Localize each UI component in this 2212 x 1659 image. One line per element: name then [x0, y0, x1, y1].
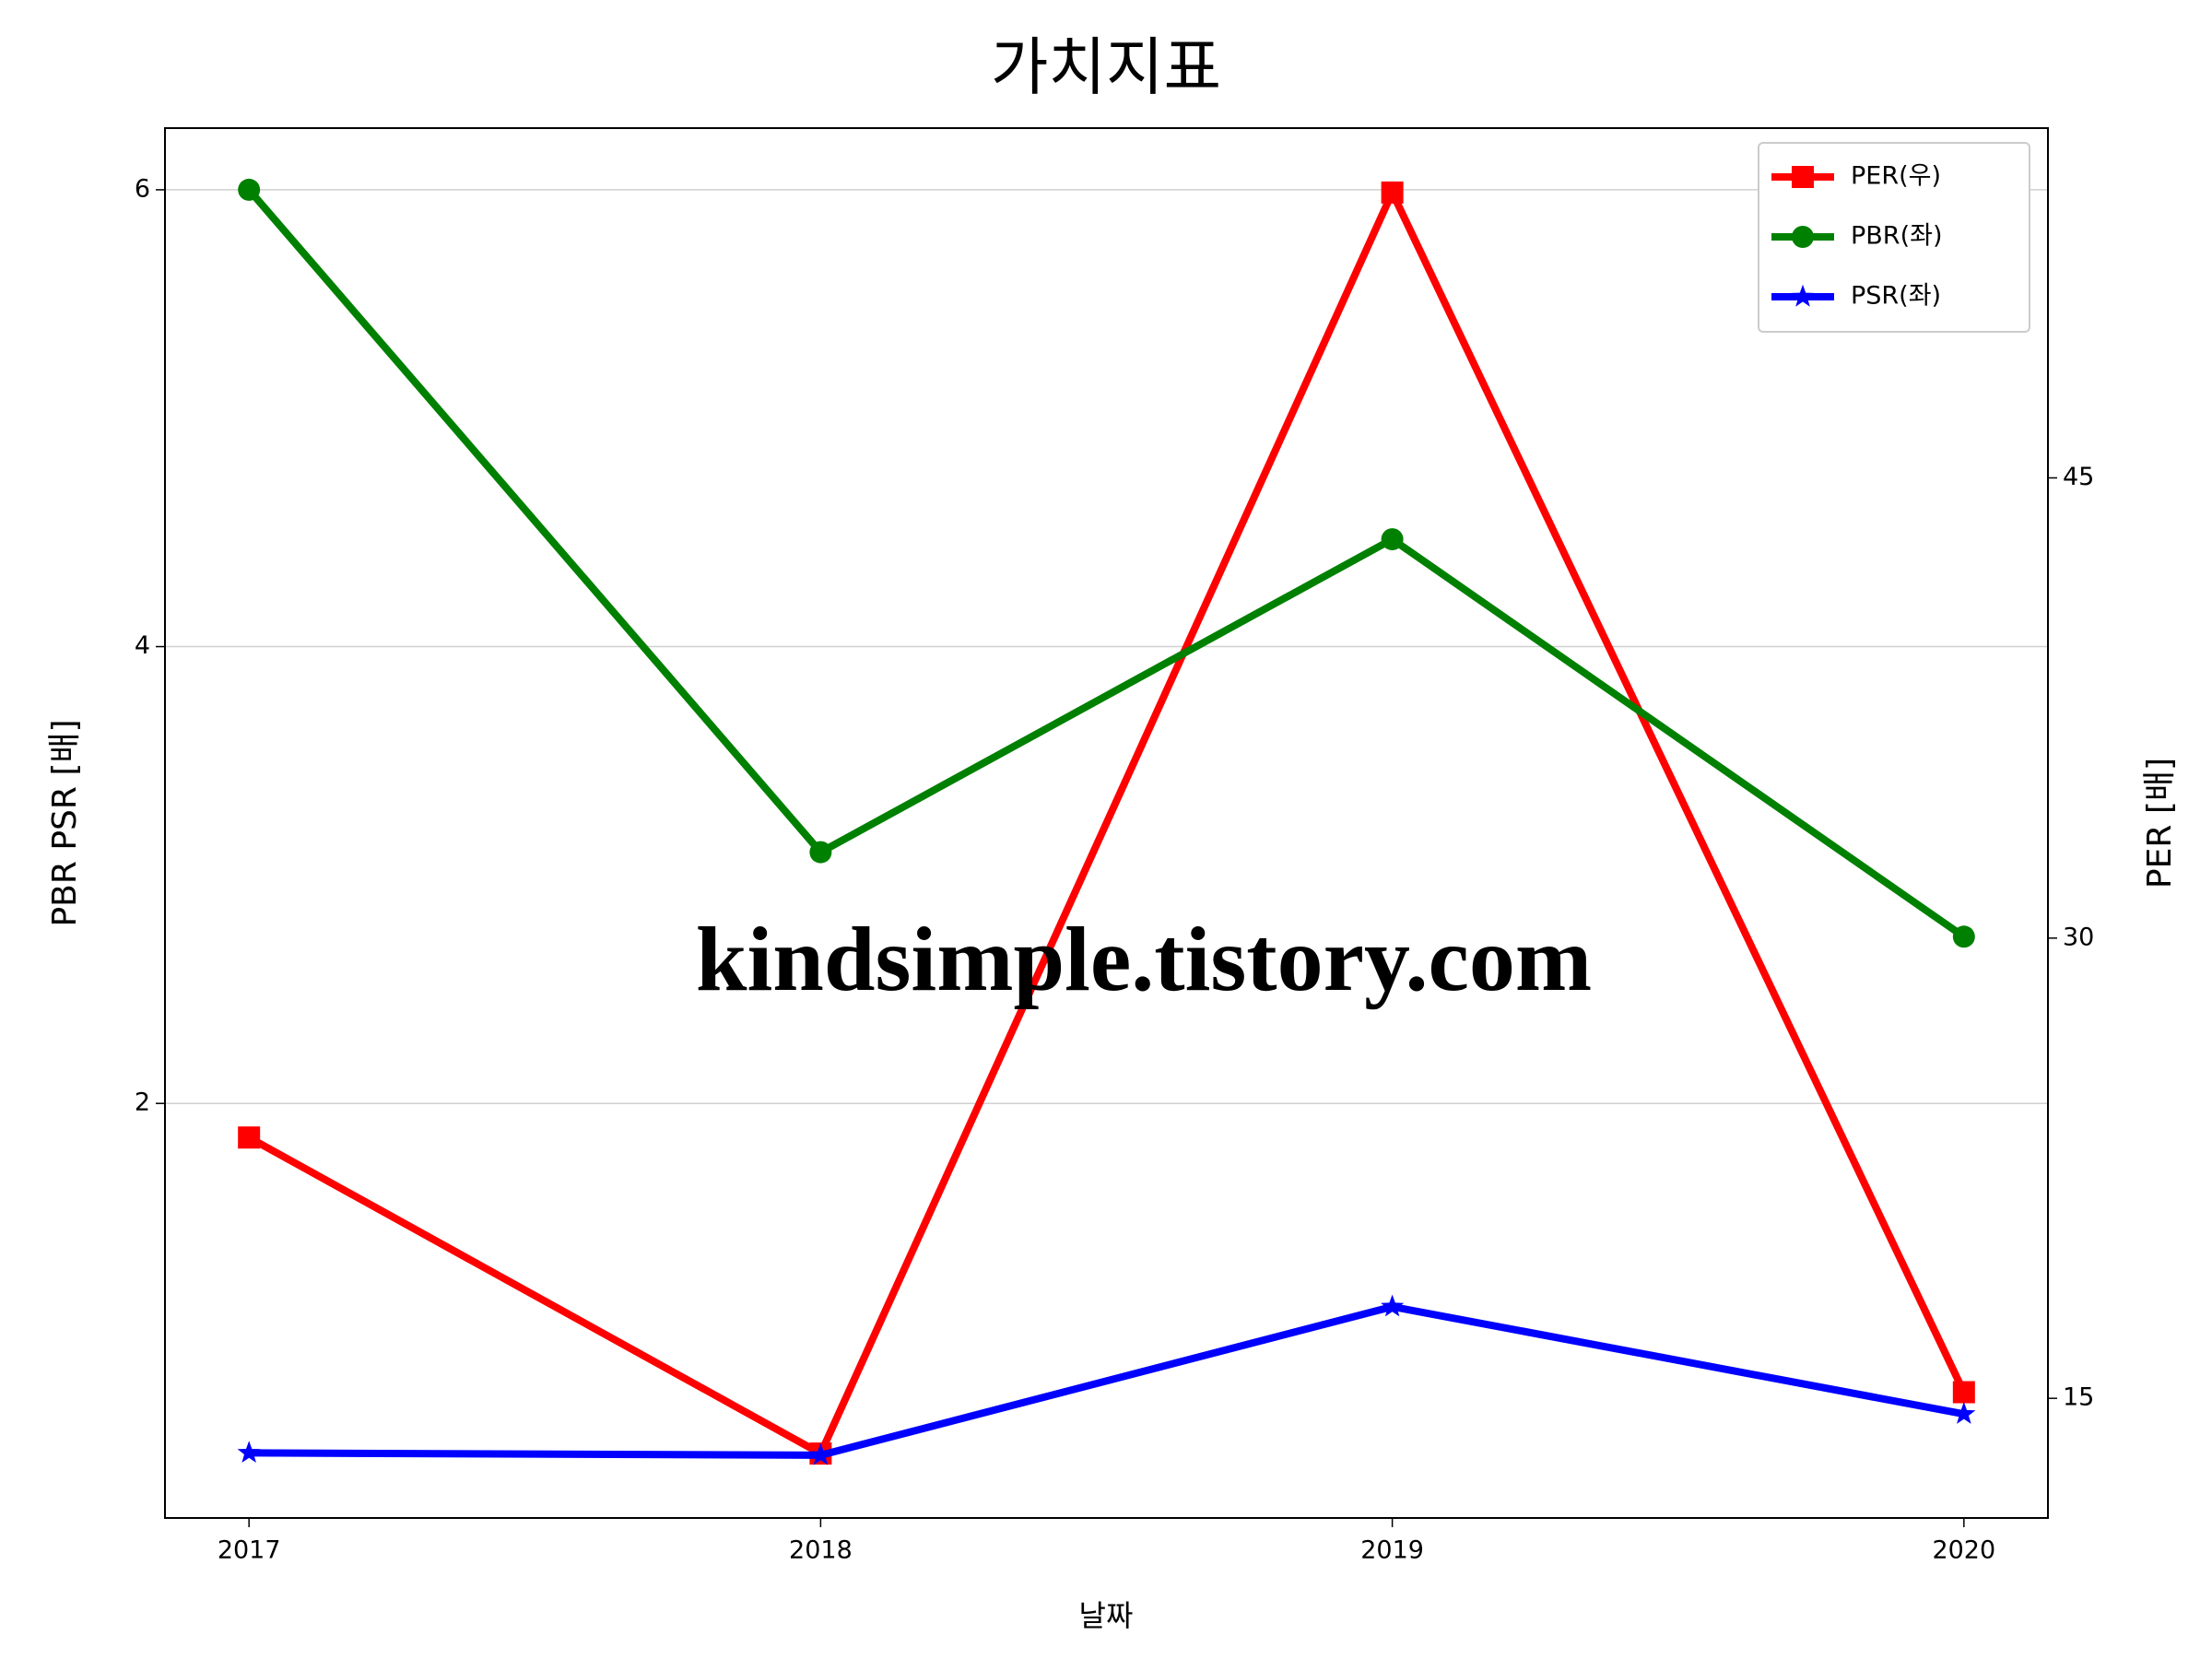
- y-axis-label: PBR PSR [배]: [46, 719, 84, 926]
- legend-label: PER(우): [1851, 162, 1941, 191]
- marker: [238, 1126, 261, 1149]
- marker: [808, 1442, 832, 1465]
- marker: [1381, 1294, 1405, 1317]
- marker: [1791, 284, 1815, 307]
- line: [249, 1302, 1965, 1459]
- y2-tick-label: 45: [2063, 463, 2094, 491]
- y-tick-label: 6: [135, 174, 150, 203]
- marker: [1381, 181, 1404, 204]
- legend-label: PBR(좌): [1851, 222, 1942, 251]
- x-tick-label: 2019: [1360, 1536, 1424, 1565]
- line: [246, 187, 1967, 940]
- legend-box: [1758, 142, 2030, 333]
- marker: [238, 178, 261, 201]
- marker: [809, 841, 832, 864]
- watermark: kindsimple.tistory.com: [696, 908, 1592, 1010]
- marker: [1952, 1402, 1976, 1424]
- marker: [1792, 226, 1814, 248]
- marker: [237, 1441, 261, 1463]
- marker: [1381, 528, 1404, 551]
- marker: [1792, 166, 1814, 188]
- x-tick-label: 2018: [789, 1536, 853, 1565]
- y2-axis-label: PER [배]: [2141, 758, 2179, 888]
- marker: [1952, 1381, 1975, 1404]
- plot-frame: [164, 127, 2049, 1519]
- marker: [1952, 925, 1975, 948]
- y-tick-label: 4: [135, 631, 150, 660]
- x-tick-label: 2017: [218, 1536, 281, 1565]
- y2-tick-label: 30: [2063, 923, 2094, 951]
- legend-label: PSR(좌): [1851, 282, 1941, 311]
- x-tick-label: 2020: [1932, 1536, 1995, 1565]
- chart-title: 가치지표: [991, 32, 1221, 105]
- x-axis-label: 날짜: [1079, 1598, 1134, 1633]
- y-tick-label: 2: [135, 1088, 150, 1117]
- y2-tick-label: 15: [2063, 1383, 2094, 1412]
- line: [247, 188, 1968, 1458]
